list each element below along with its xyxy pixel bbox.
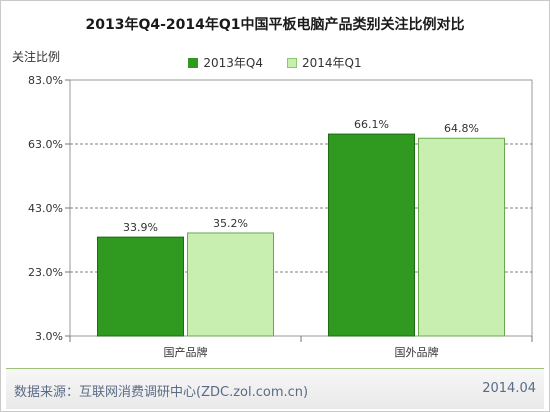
data-label: 66.1% (354, 118, 389, 131)
legend-label-q4: 2013年Q4 (203, 56, 263, 70)
bar-q4 (97, 236, 184, 337)
legend-item-q1: 2014年Q1 (287, 54, 362, 71)
legend-swatch-q4 (188, 57, 199, 68)
chart-title: 2013年Q4-2014年Q1中国平板电脑产品类别关注比例对比 (85, 17, 465, 33)
legend-item-q4: 2013年Q4 (188, 54, 263, 71)
legend: 2013年Q4 2014年Q1 (0, 54, 550, 71)
legend-swatch-q1 (287, 57, 297, 68)
x-tick-label: 国外品牌 (395, 345, 439, 359)
bar-q1 (418, 137, 505, 337)
data-label: 35.2% (213, 217, 248, 230)
legend-label-q1: 2014年Q1 (302, 56, 362, 70)
data-label: 64.8% (444, 122, 479, 135)
bar-q1 (187, 232, 274, 337)
y-tick-label: 23.0% (28, 266, 63, 279)
x-tick-label: 国产品牌 (164, 345, 208, 359)
y-tick-label: 63.0% (28, 138, 63, 151)
data-source: 数据来源：互联网消费调研中心(ZDC.zol.com.cn) (14, 385, 309, 400)
y-tick-label: 43.0% (28, 202, 63, 215)
data-label: 33.9% (123, 221, 158, 234)
report-date: 2014.04 (482, 381, 536, 396)
bar-q4 (328, 133, 415, 337)
y-axis-label: 关注比例 (12, 50, 61, 64)
y-tick-label: 83.0% (28, 74, 63, 87)
footer-bar: 数据来源：互联网消费调研中心(ZDC.zol.com.cn) 2014.04 (6, 368, 544, 409)
y-tick-label: 3.0% (35, 330, 63, 343)
